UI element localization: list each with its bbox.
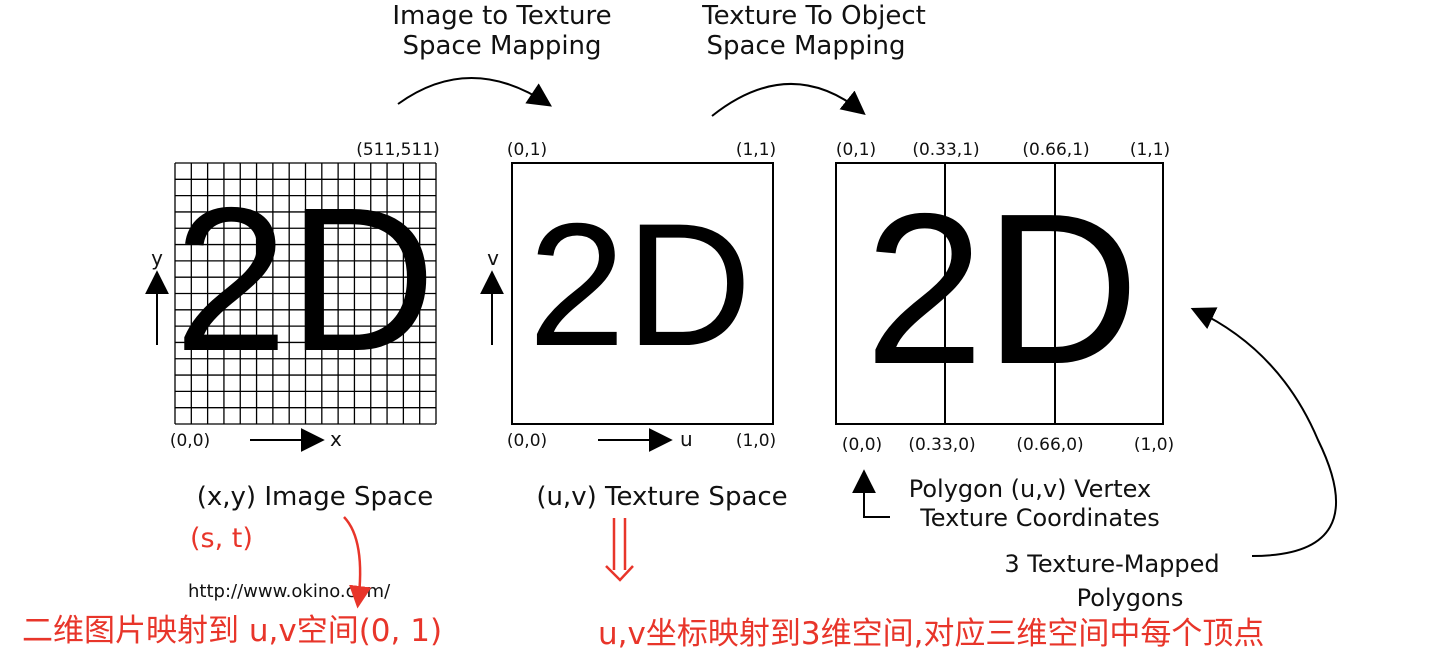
image-space-caption: (x,y) Image Space <box>197 482 434 512</box>
image-space-corner-top-right: (511,511) <box>356 140 440 160</box>
annotation-note-left: 二维图片映射到 u,v空间(0, 1) <box>22 613 442 649</box>
image-space-panel: 2D (511,511) (0,0) x y (x,y) Image Space <box>145 140 440 512</box>
heading-image-to-texture-line1: Image to Texture <box>392 1 611 31</box>
texture-space-corner-bottom-right: (1,0) <box>736 431 776 451</box>
texture-space-caption: (u,v) Texture Space <box>536 482 787 512</box>
image-space-corner-bottom-left: (0,0) <box>170 431 210 451</box>
texture-space-panel: 2D (0,1) (1,1) (0,0) (1,0) u v (u,v) Tex… <box>480 140 788 512</box>
object-space-box <box>835 162 1164 425</box>
polygons-pointer-arrow <box>1190 307 1337 557</box>
image-space-grid <box>174 162 437 425</box>
arrow-image-to-texture <box>397 77 552 107</box>
object-bottom-label-0: (0,0) <box>842 435 882 455</box>
handwritten-annotations: (s, t) 二维图片映射到 u,v空间(0, 1) u,v坐标映射到3维空间,… <box>22 516 1264 652</box>
texture-space-u-label: u <box>680 427 693 451</box>
vertex-caption-line2: Texture Coordinates <box>919 504 1160 532</box>
annotation-note-right: u,v坐标映射到3维空间,对应三维空间中每个顶点 <box>598 616 1264 652</box>
source-url: http://www.okino.com/ <box>188 581 391 602</box>
image-space-x-label: x <box>330 427 342 451</box>
object-top-label-1: (0.33,1) <box>912 140 979 160</box>
texture-space-corner-bottom-left: (0,0) <box>507 431 547 451</box>
object-bottom-label-2: (0.66,0) <box>1016 435 1083 455</box>
texture-space-box <box>511 162 774 425</box>
object-top-label-2: (0.66,1) <box>1022 140 1089 160</box>
annotation-double-arrow-head <box>605 565 634 582</box>
image-space-2d-text: 2D <box>174 165 436 394</box>
texture-space-v-label: v <box>487 246 499 270</box>
annotation-st: (s, t) <box>190 523 253 554</box>
polygons-caption-line1: 3 Texture-Mapped <box>1004 550 1219 578</box>
heading-image-to-texture-line2: Space Mapping <box>402 31 601 61</box>
object-top-label-0: (0,1) <box>836 140 876 160</box>
object-bottom-label-1: (0.33,0) <box>908 435 975 455</box>
vertex-caption-line1: Polygon (u,v) Vertex <box>909 475 1151 503</box>
polygons-caption-line2: Polygons <box>1077 584 1184 612</box>
arrow-texture-to-object <box>711 83 866 117</box>
object-bottom-label-3: (1,0) <box>1134 435 1174 455</box>
object-space-2d-text: 2D <box>865 168 1140 409</box>
heading-texture-to-object-line1: Texture To Object <box>701 1 926 31</box>
annotation-arrow-image-space <box>343 516 372 609</box>
object-top-label-3: (1,1) <box>1130 140 1170 160</box>
texture-space-2d-text: 2D <box>528 188 752 383</box>
object-space-panel: 2D (0,1) (0.33,1) (0.66,1) (1,1) (0,0) (… <box>835 140 1337 612</box>
heading-texture-to-object-line2: Space Mapping <box>706 31 905 61</box>
image-space-y-label: y <box>151 246 163 270</box>
vertex-pointer-arrow <box>852 469 890 518</box>
texture-space-corner-top-right: (1,1) <box>736 140 776 160</box>
texture-space-corner-top-left: (0,1) <box>507 140 547 160</box>
